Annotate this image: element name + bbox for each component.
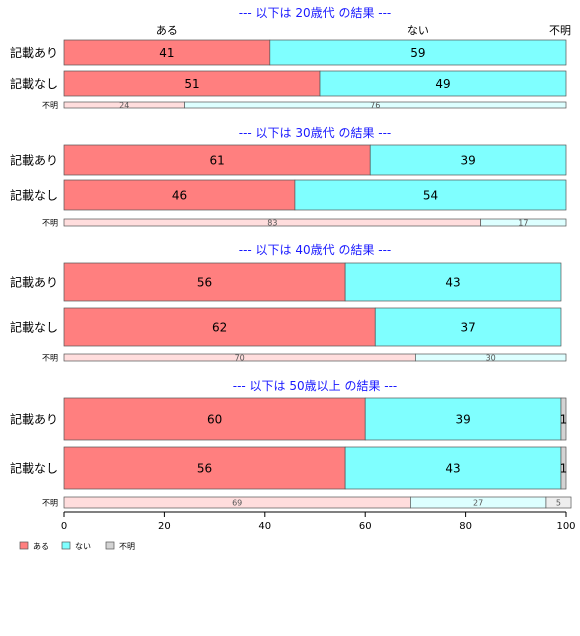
data-label: 37 bbox=[460, 321, 475, 335]
bar-segment-nai bbox=[269, 39, 567, 66]
row-label: 記載なし bbox=[10, 461, 58, 476]
data-label: 43 bbox=[445, 276, 460, 290]
bar-segment-nai bbox=[374, 307, 562, 347]
data-label: 43 bbox=[445, 462, 460, 476]
data-label: 61 bbox=[209, 154, 224, 168]
row-label: 記載あり bbox=[10, 45, 58, 60]
data-label: 1 bbox=[560, 462, 568, 476]
row-label: 不明 bbox=[42, 101, 58, 110]
x-tick-label: 80 bbox=[459, 521, 472, 532]
data-label: 30 bbox=[486, 354, 496, 363]
panel-title: --- 以下は 30歳代 の結果 --- bbox=[239, 126, 392, 140]
data-label: 49 bbox=[435, 77, 450, 91]
bar-segment-fumei bbox=[545, 496, 572, 509]
row-label: 記載あり bbox=[10, 153, 58, 168]
bar-segment-nai bbox=[344, 446, 562, 490]
panel-title: --- 以下は 20歳代 の結果 --- bbox=[239, 6, 392, 20]
data-label: 83 bbox=[267, 219, 277, 228]
bar-segment-aru bbox=[63, 39, 271, 66]
panel-title: --- 以下は 50歳以上 の結果 --- bbox=[233, 379, 398, 393]
legend-swatch bbox=[61, 541, 71, 550]
data-label: 70 bbox=[235, 354, 245, 363]
data-label: 39 bbox=[455, 413, 470, 427]
data-label: 54 bbox=[423, 189, 438, 203]
x-tick-label: 0 bbox=[61, 521, 67, 532]
data-label: 51 bbox=[184, 77, 199, 91]
row-label: 記載なし bbox=[10, 76, 58, 91]
bar-segment-nai bbox=[344, 262, 562, 302]
bar-segment-fumei bbox=[560, 397, 567, 441]
legend-label: 不明 bbox=[119, 542, 135, 551]
bar-segment-aru bbox=[63, 446, 346, 490]
data-label: 62 bbox=[212, 321, 227, 335]
bar-segment-nai bbox=[369, 144, 567, 176]
bar-segment-aru bbox=[63, 397, 366, 441]
data-label: 46 bbox=[172, 189, 187, 203]
bar-segment-nai bbox=[415, 353, 567, 362]
bar-segment-aru bbox=[63, 70, 321, 97]
data-label: 5 bbox=[556, 499, 561, 508]
bar-segment-nai bbox=[294, 179, 567, 211]
row-label: 不明 bbox=[42, 219, 58, 228]
legend-swatch bbox=[105, 541, 115, 550]
x-tick-label: 20 bbox=[158, 521, 171, 532]
data-label: 56 bbox=[197, 462, 212, 476]
bar-segment-aru bbox=[63, 307, 376, 347]
row-label: 記載なし bbox=[10, 320, 58, 335]
column-header: ない bbox=[407, 24, 429, 37]
column-header: 不明 bbox=[549, 24, 571, 37]
row-label: 記載なし bbox=[10, 188, 58, 203]
legend-label: ない bbox=[75, 542, 91, 551]
data-label: 76 bbox=[370, 101, 380, 110]
row-label: 記載あり bbox=[10, 275, 58, 290]
data-label: 41 bbox=[159, 46, 174, 60]
legend-swatch bbox=[19, 541, 29, 550]
row-label: 不明 bbox=[42, 499, 58, 508]
bar-segment-nai bbox=[184, 101, 567, 109]
x-tick-label: 40 bbox=[258, 521, 271, 532]
x-tick-label: 60 bbox=[359, 521, 372, 532]
data-label: 56 bbox=[197, 276, 212, 290]
bar-segment-nai bbox=[319, 70, 567, 97]
bar-segment-fumei bbox=[560, 446, 567, 490]
data-label: 60 bbox=[207, 413, 222, 427]
bar-segment-aru bbox=[63, 179, 296, 211]
row-label: 記載あり bbox=[10, 412, 58, 427]
data-label: 27 bbox=[473, 499, 483, 508]
data-label: 24 bbox=[119, 101, 129, 110]
legend-label: ある bbox=[33, 542, 49, 551]
data-label: 39 bbox=[460, 154, 475, 168]
bar-segment-aru bbox=[63, 144, 371, 176]
data-label: 59 bbox=[410, 46, 425, 60]
data-label: 1 bbox=[560, 413, 568, 427]
bar-segment-nai bbox=[364, 397, 562, 441]
row-label: 不明 bbox=[42, 354, 58, 363]
bar-segment-nai bbox=[480, 218, 567, 227]
panel-title: --- 以下は 40歳代 の結果 --- bbox=[239, 243, 392, 257]
x-tick-label: 100 bbox=[556, 521, 575, 532]
column-header: ある bbox=[156, 24, 178, 37]
data-label: 69 bbox=[232, 499, 242, 508]
data-label: 17 bbox=[518, 219, 528, 228]
